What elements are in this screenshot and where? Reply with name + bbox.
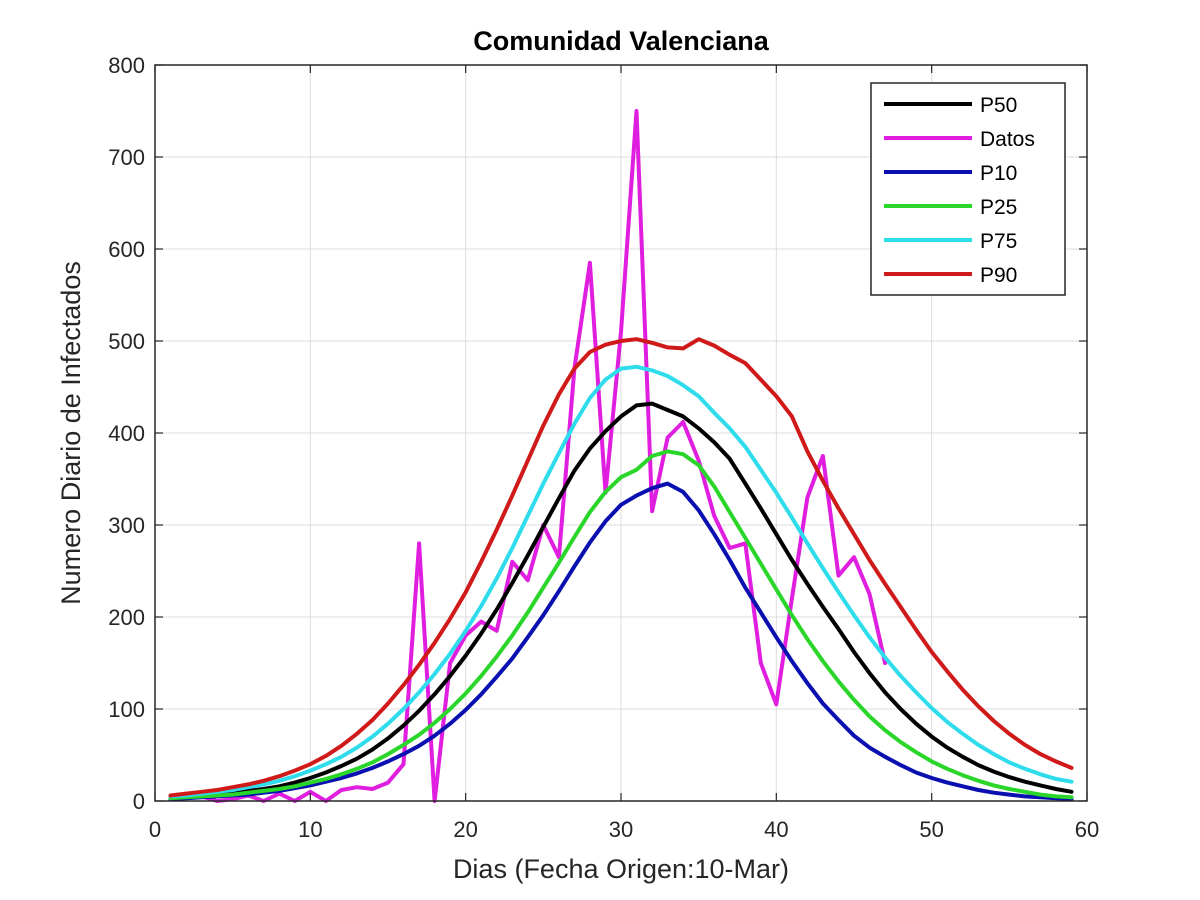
x-tick-label: 0 bbox=[149, 817, 161, 842]
x-tick-label: 10 bbox=[298, 817, 322, 842]
series-line-p10 bbox=[168, 481, 1074, 802]
x-tick-label: 50 bbox=[919, 817, 943, 842]
y-tick-label: 300 bbox=[108, 513, 145, 538]
y-tick-label: 100 bbox=[108, 697, 145, 722]
series-line-p50 bbox=[168, 401, 1074, 800]
legend-label: P10 bbox=[980, 162, 1017, 185]
y-axis-ticks: 0 100 200 300 400 500 600 700 800 bbox=[108, 53, 1087, 814]
y-tick-label: 800 bbox=[108, 53, 145, 78]
legend-label: P90 bbox=[980, 264, 1017, 287]
legend-label: P25 bbox=[980, 196, 1017, 219]
legend-label: P50 bbox=[980, 94, 1017, 117]
x-tick-label: 20 bbox=[453, 817, 477, 842]
x-tick-label: 40 bbox=[764, 817, 788, 842]
series-line-p25 bbox=[168, 449, 1074, 801]
y-tick-label: 0 bbox=[133, 789, 145, 814]
y-tick-label: 400 bbox=[108, 421, 145, 446]
series-layer bbox=[168, 109, 1074, 803]
chart-title: Comunidad Valenciana bbox=[473, 26, 770, 56]
y-tick-label: 700 bbox=[108, 145, 145, 170]
y-tick-label: 200 bbox=[108, 605, 145, 630]
x-tick-label: 30 bbox=[609, 817, 633, 842]
series-line-p90 bbox=[168, 337, 1074, 798]
series-line-p75 bbox=[168, 364, 1074, 799]
x-tick-label: 60 bbox=[1075, 817, 1099, 842]
y-tick-label: 500 bbox=[108, 329, 145, 354]
x-axis-title: Dias (Fecha Origen:10-Mar) bbox=[453, 854, 789, 884]
series-line-datos bbox=[168, 109, 888, 803]
legend: P50 Datos P10 P25 P75 P90 bbox=[870, 82, 1066, 296]
y-tick-label: 600 bbox=[108, 237, 145, 262]
x-axis-ticks: 0 10 20 30 40 50 60 bbox=[149, 65, 1099, 842]
legend-label: Datos bbox=[980, 128, 1035, 151]
y-axis-title: Numero Diario de Infectados bbox=[56, 261, 86, 605]
legend-label: P75 bbox=[980, 230, 1017, 253]
legend-box bbox=[870, 82, 1066, 296]
